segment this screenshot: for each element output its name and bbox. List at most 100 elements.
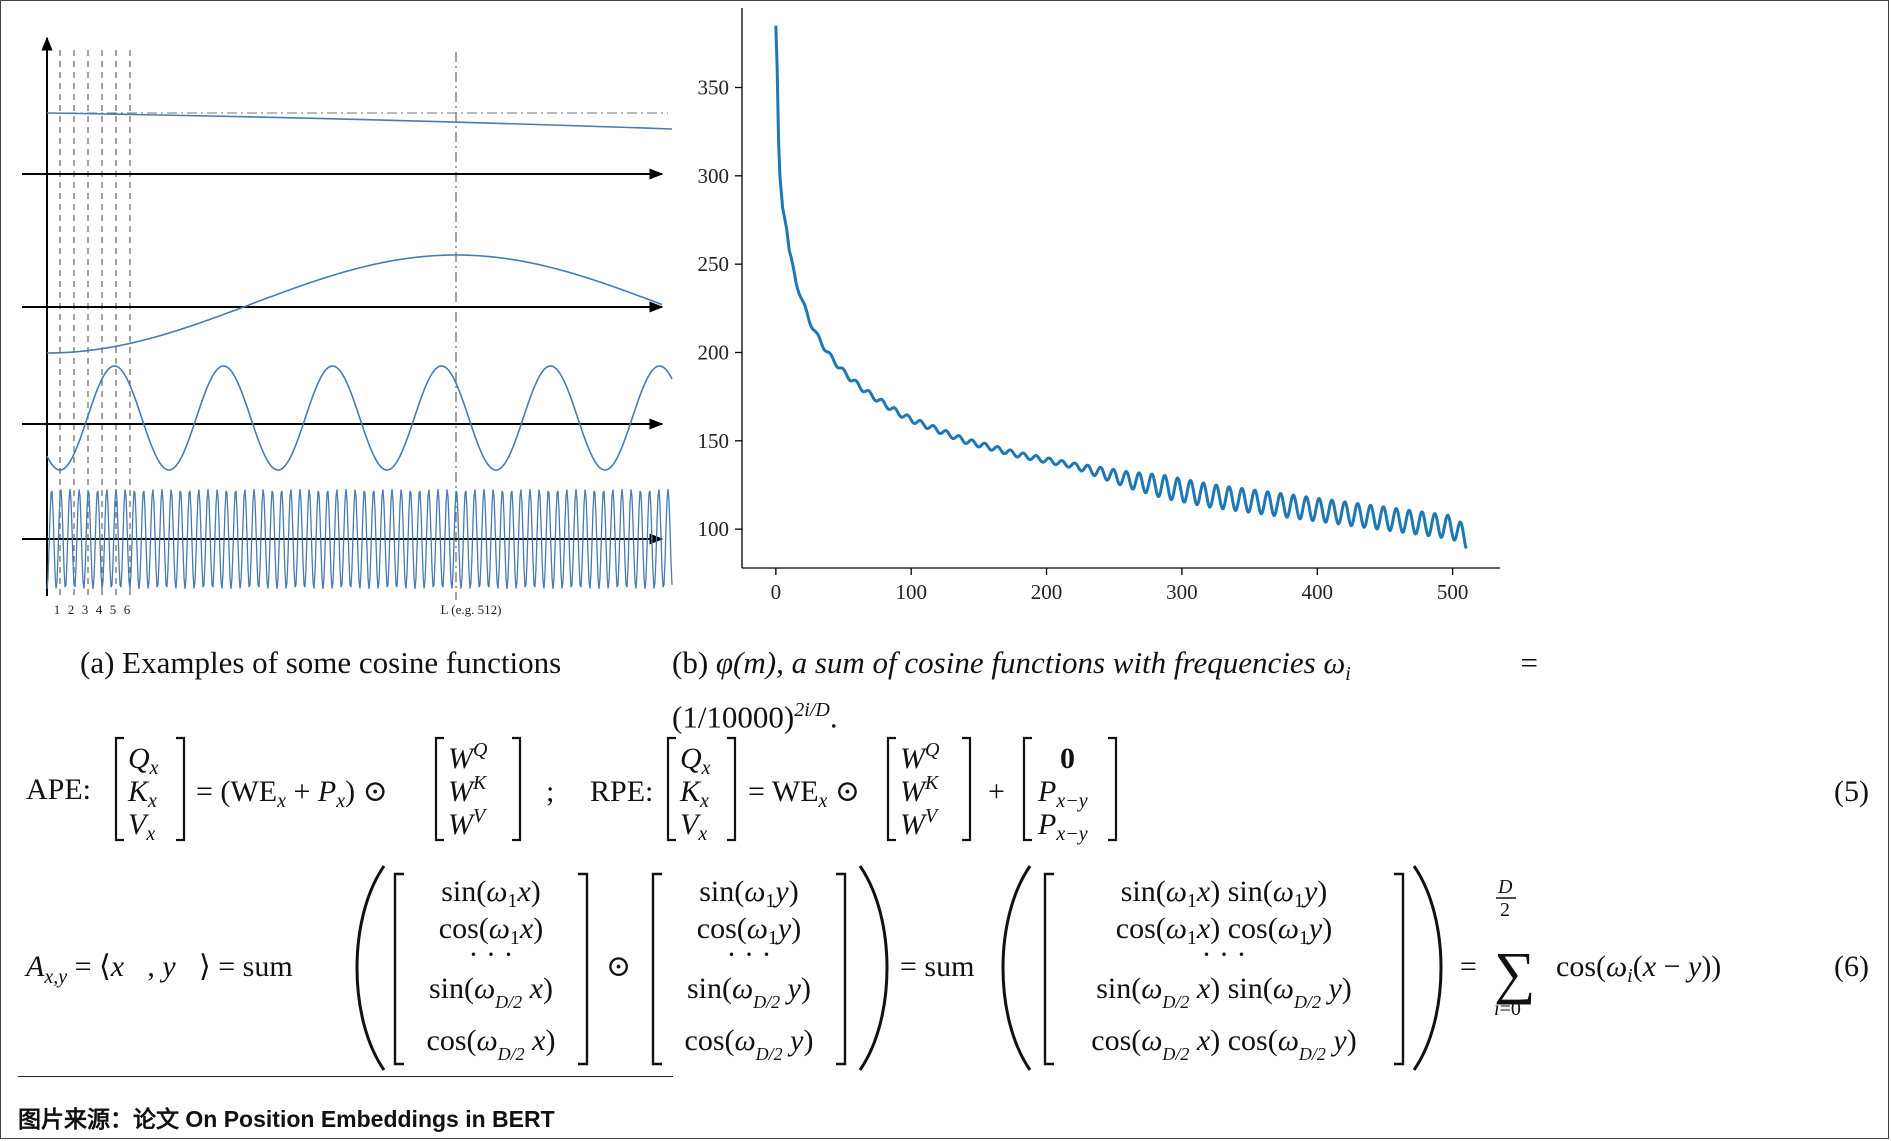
position-tick-label: 1: [54, 602, 61, 617]
svg-text:2: 2: [1500, 899, 1510, 921]
equation-number: (6): [1834, 950, 1869, 983]
equals-sum: = sum: [900, 950, 974, 983]
weight-matrix-entries: WK: [900, 772, 940, 808]
position-guide-lines: [59, 50, 131, 600]
caption-label: (a): [80, 645, 115, 680]
y-tick-label: 300: [698, 164, 730, 188]
qkv-matrix-entries: Qx: [128, 742, 159, 779]
position-tick-label: 5: [110, 602, 117, 617]
matrix-bracket: [434, 736, 522, 842]
cosine-curve-high-frequency: [46, 488, 673, 590]
svg-text:cos(ω1y): cos(ω1y): [697, 912, 802, 949]
matrix-bracket: [666, 736, 737, 842]
svg-text:· · ·: · · ·: [469, 938, 514, 971]
attention-lhs: Ax,y = ⟨x⃗, y⃗⟩ = sum: [24, 950, 293, 988]
cosine-axes: [22, 168, 664, 545]
sin-cos-vector-x: sin(ω1x) cos(ω1x) · · · sin(ωD/2 x) cos(…: [427, 875, 556, 1064]
matrix-bracket: [393, 872, 589, 1066]
equation-5: APE: Qx Kx Vx = (WEx + Px) ⊙ WQ WK WV ; …: [26, 736, 1869, 845]
figure-b-phi-chart: 0 100 200 300 400 500 100 150 200 250 300 350: [698, 8, 1500, 604]
source-credit: 图片来源：论文 On Position Embeddings in BERT: [18, 1106, 555, 1132]
product-vector: sin(ω1x) sin(ω1y) cos(ω1x) cos(ω1y) · · …: [1091, 875, 1357, 1064]
svg-text:cos(ω1x) cos(ω1y): cos(ω1x) cos(ω1y): [1116, 912, 1333, 949]
svg-text:cos(ωD/2 y): cos(ωD/2 y): [685, 1024, 814, 1064]
qkv-matrix-entries: Kx: [679, 775, 709, 812]
sin-cos-vector-y: sin(ω1y) cos(ω1y) · · · sin(ωD/2 y) cos(…: [685, 875, 814, 1064]
caption-equals: =: [1520, 645, 1538, 680]
matrix-bracket: [886, 736, 972, 842]
figure-a-cosine-functions: 1 2 3 4 5 6 L (e.g. 512): [22, 36, 673, 617]
qkv-matrix-entries: Kx: [127, 775, 157, 812]
caption-label: (b): [672, 645, 709, 680]
cosine-curve-low-frequency: [47, 254, 663, 354]
svg-text:sin(ωD/2 x) sin(ωD/2 y): sin(ωD/2 x) sin(ωD/2 y): [1096, 972, 1352, 1012]
weight-matrix-entries: WV: [900, 805, 940, 841]
svg-text:· · ·: · · ·: [1202, 938, 1247, 971]
equation-6: Ax,y = ⟨x⃗, y⃗⟩ = sum sin(ω1x) cos(ω1x) …: [24, 865, 1869, 1071]
svg-text:sin(ω1x): sin(ω1x): [441, 875, 541, 912]
caption-subscript: i: [1345, 663, 1351, 686]
large-parenthesis: [1001, 865, 1032, 1071]
x-tick-label: 100: [895, 580, 927, 604]
x-tick-label: 0: [771, 580, 782, 604]
x-tick-label: 500: [1437, 580, 1469, 604]
equation-separator: ;: [546, 775, 554, 808]
cosine-curve-lowest-frequency: [46, 112, 673, 130]
caption-line-2: (1/10000)2i/D.: [672, 691, 1542, 736]
position-L-label: L (e.g. 512): [441, 602, 502, 617]
y-tick-label: 350: [698, 75, 730, 99]
large-parenthesis: [355, 865, 386, 1071]
ape-expression: = (WEx + Px) ⊙: [196, 775, 388, 812]
x-tick-label: 200: [1031, 580, 1063, 604]
caption-fraction: (1/10000): [672, 699, 795, 735]
y-tick-label: 150: [698, 429, 730, 453]
ape-label: APE:: [26, 773, 91, 806]
matrix-bracket: [114, 736, 186, 842]
svg-text:· · ·: · · ·: [727, 938, 772, 971]
svg-text:sin(ω1y): sin(ω1y): [699, 875, 799, 912]
qkv-matrix-entries: Qx: [680, 742, 711, 779]
plus-sign: +: [988, 775, 1005, 808]
relative-position-entries: Px−y: [1037, 775, 1088, 812]
matrix-bracket: [651, 872, 847, 1066]
svg-text:sin(ωD/2 x): sin(ωD/2 x): [429, 972, 553, 1012]
position-tick-label: 6: [124, 602, 131, 617]
svg-text:∑: ∑: [1494, 940, 1535, 1005]
y-tick-label: 250: [698, 252, 730, 276]
svg-text:cos(ωD/2 x) cos(ωD/2 y): cos(ωD/2 x) cos(ωD/2 y): [1091, 1024, 1357, 1064]
svg-text:sin(ωD/2 y): sin(ωD/2 y): [687, 972, 811, 1012]
weight-matrix-entries: WQ: [448, 739, 488, 775]
large-parenthesis: [858, 865, 889, 1071]
caption-line-1: (b) φ(m), a sum of cosine functions with…: [672, 644, 1538, 693]
qkv-matrix-entries: Vx: [680, 808, 707, 845]
equation-number: (5): [1834, 775, 1869, 808]
svg-text:sin(ω1x) sin(ω1y): sin(ω1x) sin(ω1y): [1121, 875, 1328, 912]
rpe-expression: = WEx ⊙: [748, 775, 860, 812]
svg-text:cos(ωD/2 x): cos(ωD/2 x): [427, 1024, 556, 1064]
phi-series-line: [774, 25, 1468, 549]
cosine-difference-term: cos(ωi(x − y)): [1556, 950, 1721, 987]
svg-text:D: D: [1497, 876, 1513, 898]
svg-text:cos(ω1x): cos(ω1x): [439, 912, 544, 949]
large-parenthesis: [1412, 865, 1443, 1071]
figure-b-caption: (b) φ(m), a sum of cosine functions with…: [672, 644, 1542, 737]
x-tick-label: 300: [1166, 580, 1198, 604]
y-tick-label: 100: [698, 517, 730, 541]
summation: D 2 ∑ i=0: [1494, 876, 1535, 1020]
svg-text:i=0: i=0: [1494, 998, 1521, 1020]
qkv-matrix-entries: Vx: [128, 808, 155, 845]
position-tick-label: 4: [96, 602, 103, 617]
figure-a-caption: (a) Examples of some cosine functions: [80, 644, 561, 682]
rpe-label: RPE:: [590, 775, 653, 808]
position-tick-label: 2: [68, 602, 75, 617]
weight-matrix-entries: WV: [448, 805, 488, 841]
relative-position-entries: Px−y: [1037, 808, 1088, 845]
equals-sign: =: [1460, 950, 1477, 983]
weight-matrix-entries: WQ: [900, 739, 940, 775]
caption-exponent: 2i/D: [794, 699, 830, 722]
caption-text: Examples of some cosine functions: [122, 645, 562, 680]
cosine-curve-mid-frequency: [46, 365, 673, 471]
caption-text: φ(m), a sum of cosine functions with fre…: [715, 645, 1346, 680]
relative-position-entries: 0: [1060, 742, 1075, 775]
